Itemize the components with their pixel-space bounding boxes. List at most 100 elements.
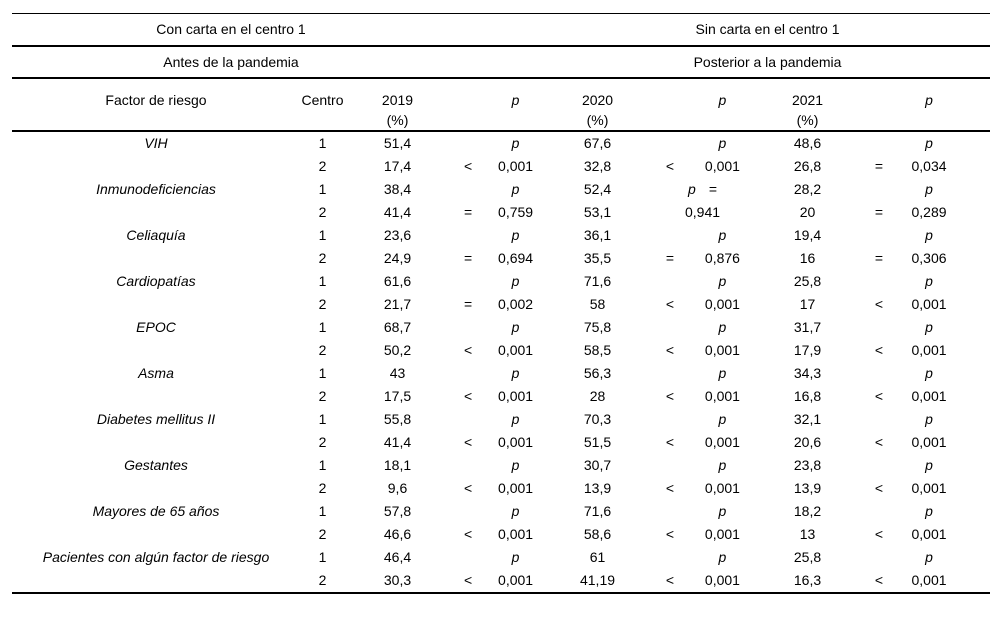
p-value: 0,759 bbox=[498, 203, 534, 220]
p-cell-content: <0,001 bbox=[650, 293, 755, 316]
p-cell-content: <0,001 bbox=[650, 385, 755, 408]
p-cell-content: p bbox=[450, 362, 545, 385]
p-cell-2019: <0,001 bbox=[450, 431, 545, 454]
p-operator: < bbox=[463, 387, 473, 404]
spacer-cell bbox=[960, 131, 990, 155]
p-cell-content: <0,001 bbox=[860, 523, 960, 546]
p-cell-2020: p bbox=[650, 408, 755, 431]
column-header-p-2019: p bbox=[450, 78, 545, 131]
centro-cell: 2 bbox=[318, 525, 327, 542]
value-cell-2019: 9,6 bbox=[387, 479, 408, 496]
p-cell-2020: <0,001 bbox=[650, 477, 755, 500]
p-cell-2019: = 0,759 bbox=[450, 201, 545, 224]
value-cell-2021: 34,3 bbox=[793, 364, 822, 381]
factor-name: Asma bbox=[138, 364, 174, 381]
p-value: p bbox=[511, 456, 520, 473]
factor-cell: Inmunodeficiencias bbox=[12, 178, 300, 224]
factor-cell: Gestantes bbox=[12, 454, 300, 500]
value-cell-2019: 46,4 bbox=[383, 548, 412, 565]
value-cell-2019: 23,6 bbox=[383, 226, 412, 243]
factor-name: Celiaquía bbox=[126, 226, 186, 243]
value-cell-2020: 58 bbox=[589, 295, 606, 312]
p-cell-2019: = 0,002 bbox=[450, 293, 545, 316]
spacer-cell bbox=[960, 224, 990, 247]
factor-cell: Cardiopatías bbox=[12, 270, 300, 316]
p-header-label: p bbox=[511, 91, 520, 108]
p-operator: = bbox=[874, 157, 884, 174]
year-label: 2020 bbox=[581, 91, 614, 108]
p-value: 0,001 bbox=[911, 433, 947, 450]
value-cell-2019: 30,3 bbox=[383, 571, 412, 588]
p-cell-2021: = 0,306 bbox=[860, 247, 960, 270]
value-cell-2020: 35,5 bbox=[583, 249, 612, 266]
p-value: p bbox=[511, 318, 520, 335]
spacer-cell bbox=[960, 454, 990, 477]
p-cell-2020: p bbox=[650, 316, 755, 339]
value-cell-2020: 28 bbox=[589, 387, 606, 404]
p-cell-2021: <0,001 bbox=[860, 431, 960, 454]
value-cell-2019: 17,4 bbox=[383, 157, 412, 174]
p-cell-2021: <0,001 bbox=[860, 569, 960, 593]
p-cell-content: p bbox=[650, 454, 755, 477]
p-cell-content: <0,001 bbox=[450, 431, 545, 454]
table-row: 2 21,7 = 0,002 58 <0,001 17 <0,001 bbox=[12, 293, 990, 316]
value-cell-2019: 18,1 bbox=[383, 456, 412, 473]
p-value: p bbox=[925, 134, 933, 151]
p-value: p bbox=[511, 272, 520, 289]
spacer-cell bbox=[960, 385, 990, 408]
p-cell-content: p bbox=[860, 316, 960, 339]
p-cell-content: <0,001 bbox=[450, 523, 545, 546]
factor-cell: EPOC bbox=[12, 316, 300, 362]
p-cell-2021: <0,001 bbox=[860, 523, 960, 546]
value-cell-2021: 13,9 bbox=[793, 479, 822, 496]
year-label: 2021 bbox=[791, 91, 824, 108]
table-row: Celiaquía 1 23,6 p 36,1 p 19,4 p bbox=[12, 224, 990, 247]
spacer-cell bbox=[960, 477, 990, 500]
p-operator: < bbox=[874, 479, 884, 496]
column-header-centro: Centro bbox=[301, 91, 344, 108]
factor-name: VIH bbox=[144, 134, 168, 151]
p-cell-2019: p bbox=[450, 224, 545, 247]
spacer-cell bbox=[960, 247, 990, 270]
spacer-cell bbox=[960, 293, 990, 316]
p-header-label: p bbox=[925, 91, 933, 108]
percent-label: (%) bbox=[796, 111, 819, 128]
p-value: p bbox=[718, 548, 727, 565]
p-cell-2020: <0,001 bbox=[650, 523, 755, 546]
p-cell-2019: p bbox=[450, 408, 545, 431]
p-operator: < bbox=[874, 525, 884, 542]
value-cell-2019: 61,6 bbox=[383, 272, 412, 289]
group-header-sin-carta: Sin carta en el centro 1 bbox=[695, 21, 840, 38]
value-cell-2019: 41,4 bbox=[383, 203, 412, 220]
p-cell-content: p = bbox=[650, 178, 755, 201]
table-header: Con carta en el centro 1 Sin carta en el… bbox=[12, 14, 991, 131]
value-cell-2021: 16 bbox=[799, 249, 816, 266]
p-cell-content: <0,001 bbox=[450, 155, 545, 178]
p-value: p bbox=[925, 410, 933, 427]
p-cell-content: <0,001 bbox=[650, 477, 755, 500]
table-body: VIH 1 51,4 p 67,6 p 48,6 p 2 17,4 <0,001 32,8 <0,001… bbox=[12, 131, 990, 593]
value-cell-2020: 71,6 bbox=[583, 272, 612, 289]
p-value: 0,001 bbox=[911, 295, 947, 312]
p-operator: < bbox=[463, 525, 473, 542]
p-operator: < bbox=[463, 157, 473, 174]
p-value: 0,001 bbox=[704, 479, 740, 496]
value-cell-2021: 19,4 bbox=[793, 226, 822, 243]
column-header-row: Factor de riesgo Centro 2019 (%) p 2020 … bbox=[12, 78, 991, 131]
value-cell-2020: 70,3 bbox=[583, 410, 612, 427]
p-cell-2020: <0,001 bbox=[650, 569, 755, 593]
table-row: 2 9,6 <0,001 13,9 <0,001 13,9 <0,001 bbox=[12, 477, 990, 500]
p-value: 0,001 bbox=[911, 525, 947, 542]
centro-cell: 1 bbox=[318, 134, 327, 151]
p-cell-2019: <0,001 bbox=[450, 523, 545, 546]
value-cell-2021: 48,6 bbox=[793, 134, 822, 151]
p-value: 0,001 bbox=[498, 525, 534, 542]
p-cell-content: = 0,034 bbox=[860, 155, 960, 178]
p-value: p bbox=[718, 410, 727, 427]
p-cell-content: p bbox=[860, 408, 960, 431]
column-header-p-2020: p bbox=[650, 78, 755, 131]
column-header-p-2021: p bbox=[860, 78, 960, 131]
p-cell-content: p bbox=[860, 132, 960, 155]
table-row: 2 24,9 = 0,694 35,5 = 0,876 16 = 0,306 bbox=[12, 247, 990, 270]
p-value: 0,001 bbox=[704, 295, 740, 312]
